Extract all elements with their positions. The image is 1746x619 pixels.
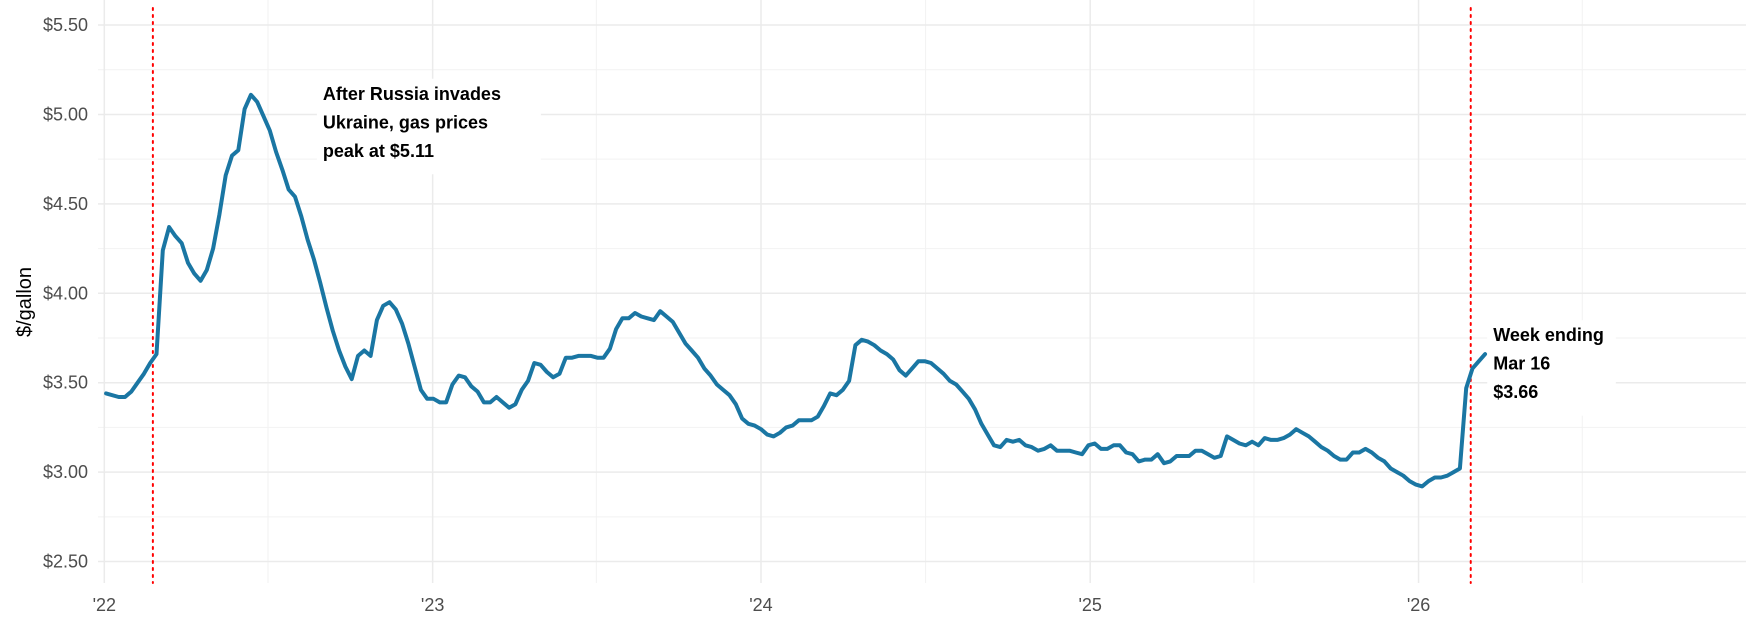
y-tick-label: $3.50 — [43, 373, 88, 393]
x-tick-label: '26 — [1407, 595, 1430, 615]
annotation-backdrop — [316, 78, 541, 175]
y-tick-label: $5.50 — [43, 15, 88, 35]
y-axis-tick-labels: $2.50 $3.00 $3.50 $4.00 $4.50 $5.00 $5.50 — [43, 15, 88, 572]
reference-lines — [151, 7, 1472, 584]
series-layer — [104, 92, 1488, 489]
x-axis-tick-labels: '22 '23 '24 '25 '26 — [93, 595, 1431, 615]
annotation: Week ending Mar 16 $3.66 — [1487, 320, 1616, 416]
y-tick-label: $2.50 — [43, 552, 88, 572]
x-tick-label: '22 — [93, 595, 116, 615]
x-tick-label: '24 — [749, 595, 772, 615]
y-tick-label: $4.50 — [43, 194, 88, 214]
annotation-line: Mar 16 — [1493, 354, 1550, 374]
x-tick-label: '25 — [1078, 595, 1101, 615]
annotation-line: After Russia invades — [323, 84, 501, 104]
y-tick-label: $5.00 — [43, 104, 88, 124]
annotation-line: Week ending — [1493, 325, 1604, 345]
annotation-backdrop — [1487, 320, 1616, 416]
y-tick-label: $3.00 — [43, 462, 88, 482]
annotation-line: $3.66 — [1493, 382, 1538, 402]
annotation-line: Ukraine, gas prices — [323, 112, 488, 132]
x-tick-label: '23 — [421, 595, 444, 615]
annotations: After Russia invades Ukraine, gas prices p… — [316, 78, 1616, 416]
y-axis-title: $/gallon — [14, 267, 36, 337]
annotation-line: peak at $5.11 — [323, 141, 434, 161]
y-tick-label: $4.00 — [43, 283, 88, 303]
annotation: After Russia invades Ukraine, gas prices p… — [316, 78, 541, 175]
series-line — [104, 92, 1488, 489]
